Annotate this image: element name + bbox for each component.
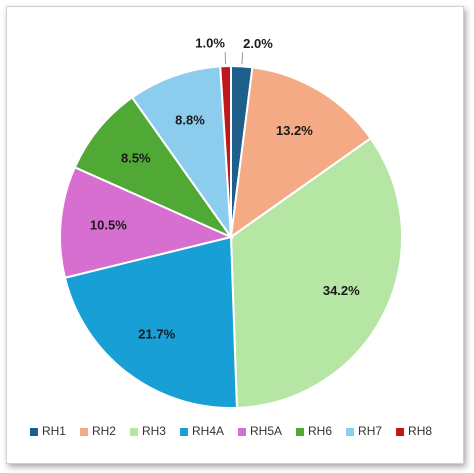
data-label: 21.7%: [138, 327, 175, 342]
legend-label: RH6: [308, 424, 332, 438]
legend-swatch: [79, 428, 88, 436]
data-label: 8.8%: [175, 112, 205, 127]
pie-slice: [219, 64, 232, 238]
legend-swatch: [179, 428, 188, 436]
pie-slice: [73, 96, 234, 240]
legend-label: RH3: [142, 424, 166, 438]
data-label: 13.2%: [276, 123, 313, 138]
leader-line: [241, 52, 244, 65]
pie-slice: [59, 165, 235, 279]
pie-slice: [63, 235, 238, 409]
pie-slice: [229, 66, 373, 240]
data-label: 34.2%: [323, 283, 360, 298]
data-label: 1.0%: [195, 36, 225, 51]
pie-slice: [130, 65, 233, 241]
legend-swatch: [238, 428, 246, 436]
legend-label: RH2: [92, 424, 116, 438]
legend-label: RH4A: [192, 424, 224, 438]
legend-swatch: [396, 428, 405, 436]
data-label: 2.0%: [243, 36, 273, 51]
legend-swatch: [129, 428, 138, 436]
legend-label: RH5A: [250, 424, 282, 438]
legend-label: RH8: [408, 424, 432, 438]
data-label: 8.5%: [121, 150, 151, 165]
legend-swatch: [296, 428, 305, 436]
pie-slice: [229, 136, 403, 409]
legend-swatch: [29, 428, 38, 436]
legend-label: RH1: [42, 424, 66, 438]
legend-label: RH7: [358, 424, 382, 438]
legend-swatch: [346, 428, 355, 436]
data-label: 10.5%: [90, 217, 127, 232]
